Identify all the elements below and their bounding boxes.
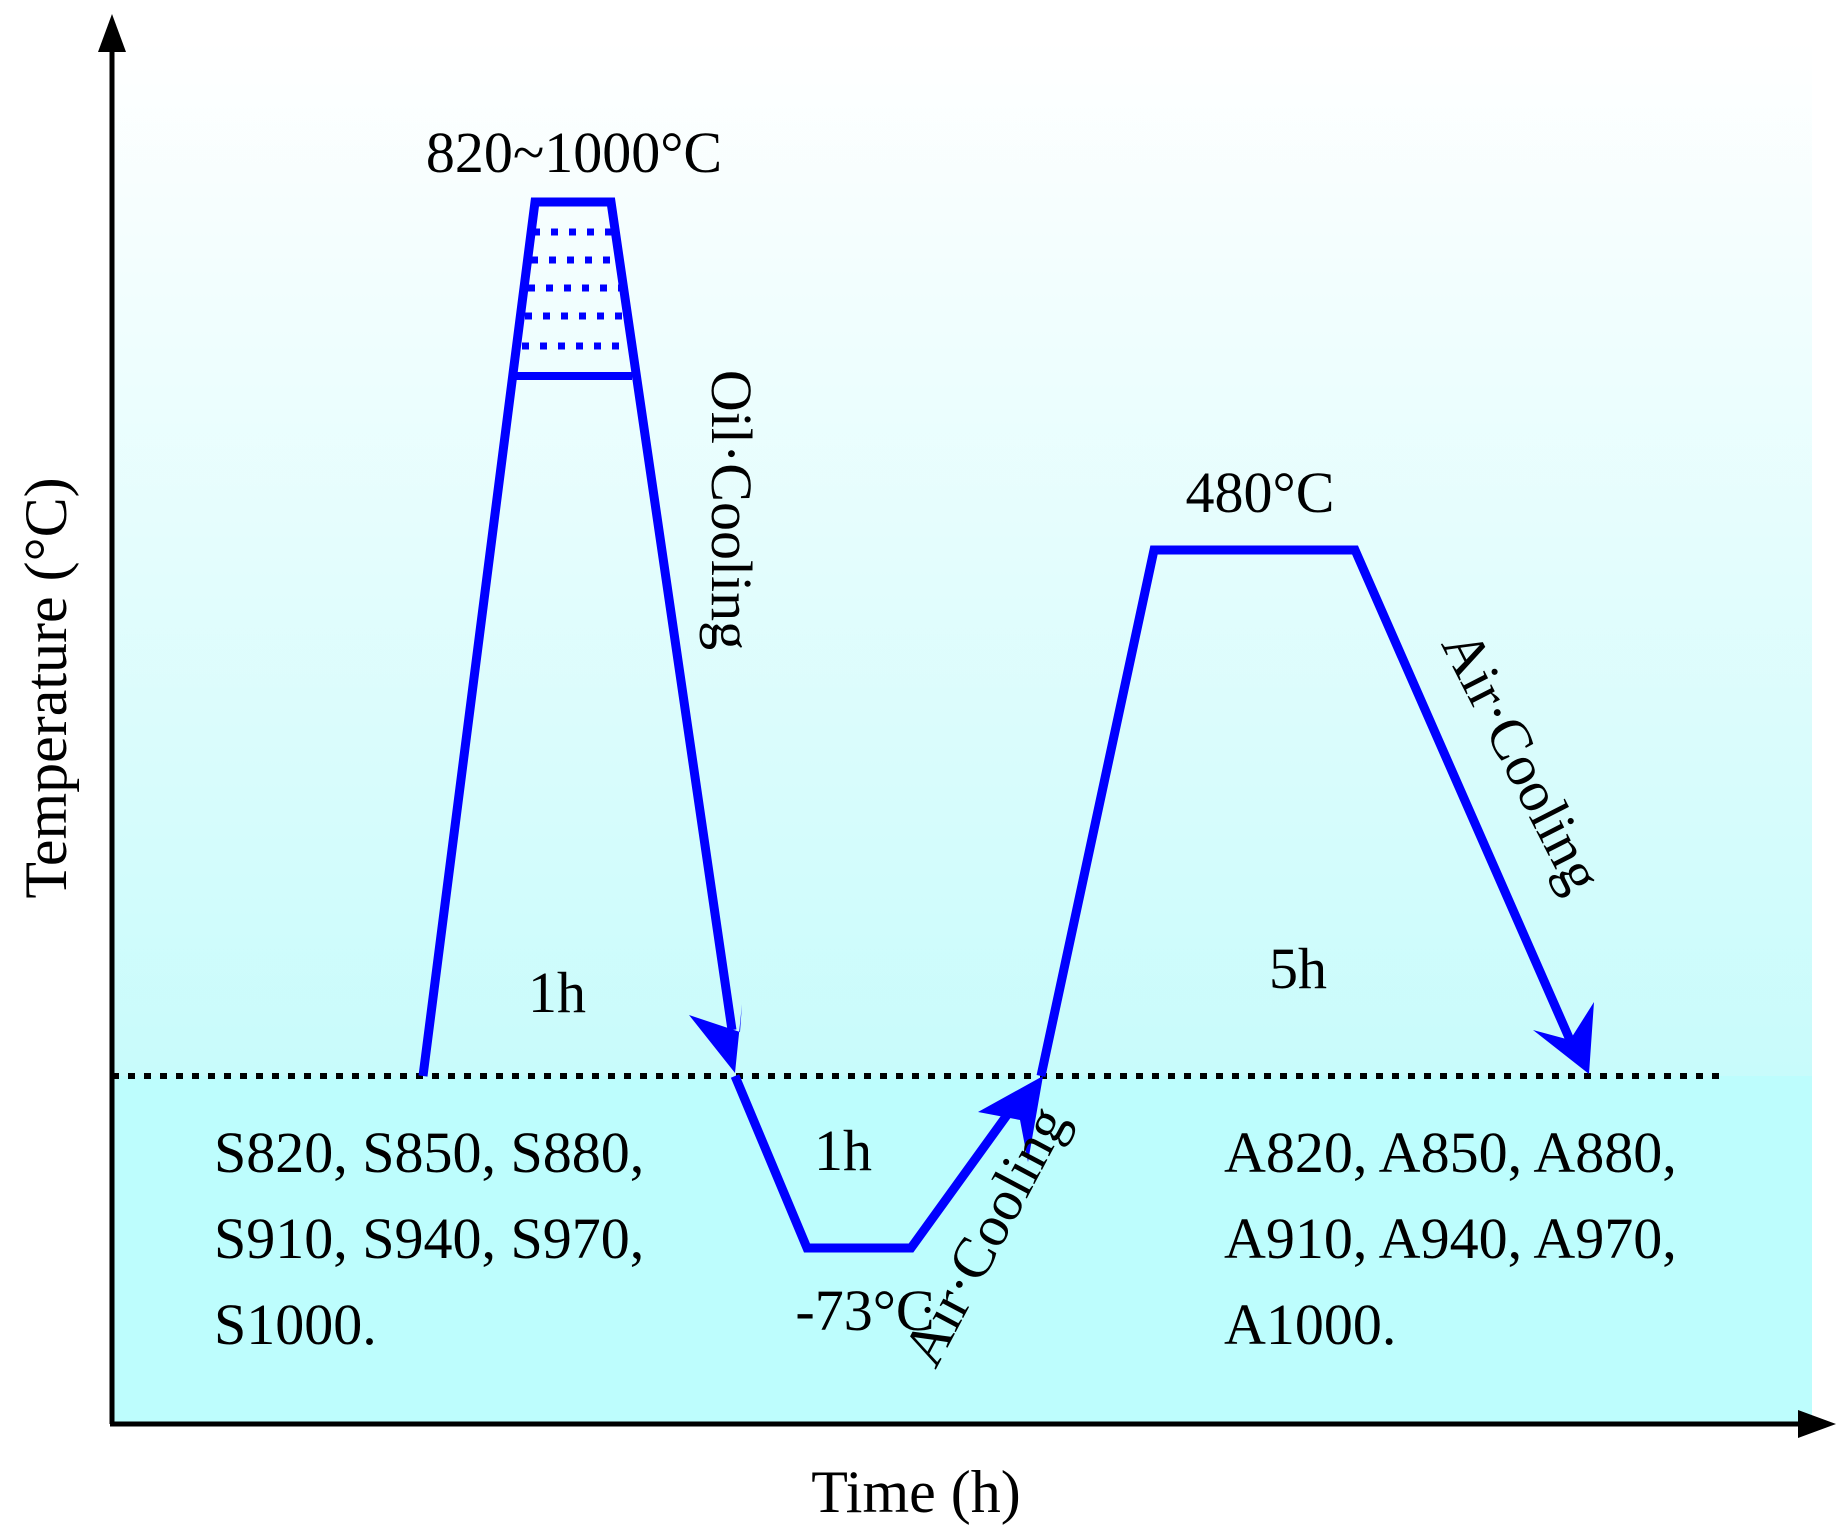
- process-curve: [418, 197, 737, 1077]
- y-axis-label: Temperature (°C): [13, 477, 79, 898]
- austenitizing-time: 1h: [528, 960, 586, 1025]
- tempering-air-cooling-arrowhead: [1533, 1002, 1594, 1074]
- austenitizing-temperature: 820~1000°C: [426, 120, 722, 185]
- tempering-curve: [1036, 545, 1575, 1077]
- austenitizing-hatch: [522, 228, 632, 350]
- cryogenic-temperature: -73°C: [795, 1278, 934, 1343]
- x-axis-label: Time (h): [811, 1459, 1020, 1525]
- below-room-temp-zone: [112, 1076, 1812, 1424]
- oil-cooling-arrowhead: [689, 1004, 742, 1073]
- x-axis-arrowhead: [1798, 1410, 1836, 1438]
- upper-background: [112, 40, 1812, 1076]
- tempering-time: 5h: [1269, 936, 1327, 1001]
- cryogenic-curve: [730, 1074, 1019, 1253]
- a-group-line-1: A820, A850, A880,: [1224, 1120, 1677, 1185]
- a-group-line-2: A910, A940, A970,: [1224, 1206, 1677, 1271]
- s-group-line-3: S1000.: [214, 1292, 377, 1357]
- y-axis-arrowhead: [98, 14, 126, 52]
- tempering-temperature: 480°C: [1186, 460, 1335, 525]
- cryogenic-time: 1h: [814, 1118, 872, 1183]
- s-group-line-1: S820, S850, S880,: [214, 1120, 644, 1185]
- s-group-line-2: S910, S940, S970,: [214, 1206, 644, 1271]
- cryo-air-cooling-arrowhead: [978, 1076, 1043, 1162]
- a-group-line-3: A1000.: [1224, 1292, 1396, 1357]
- oil-cooling-label: Oil·Cooling: [699, 370, 764, 650]
